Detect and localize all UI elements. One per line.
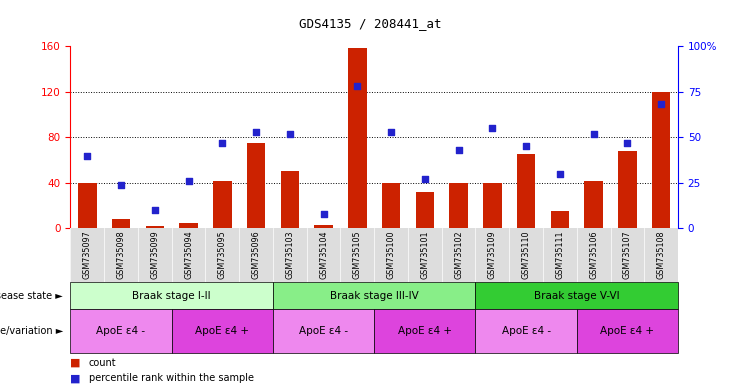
Bar [70, 282, 273, 309]
Bar [551, 211, 569, 228]
Point [82, 152, 93, 159]
Text: GSM735102: GSM735102 [454, 230, 463, 279]
Bar [172, 309, 273, 353]
Text: ApoE ε4 +: ApoE ε4 + [600, 326, 654, 336]
Text: GSM735106: GSM735106 [589, 230, 598, 279]
Point [588, 131, 599, 137]
Text: GSM735094: GSM735094 [184, 230, 193, 279]
Point [351, 83, 363, 89]
Bar [585, 180, 603, 228]
Point [622, 140, 634, 146]
Bar [416, 192, 434, 228]
Bar [213, 180, 232, 228]
Bar [78, 183, 96, 228]
Point [520, 143, 532, 149]
Bar [483, 183, 502, 228]
Point [655, 101, 667, 108]
Text: GSM735103: GSM735103 [285, 230, 294, 279]
Text: ApoE ε4 +: ApoE ε4 + [398, 326, 452, 336]
Text: GSM735101: GSM735101 [420, 230, 429, 279]
Bar [273, 309, 374, 353]
Bar [652, 92, 671, 228]
Point [385, 129, 397, 135]
Bar [112, 219, 130, 228]
Text: genotype/variation ►: genotype/variation ► [0, 326, 63, 336]
Text: Braak stage V-VI: Braak stage V-VI [534, 291, 619, 301]
Text: ApoE ε4 -: ApoE ε4 - [96, 326, 145, 336]
Text: GSM735098: GSM735098 [116, 230, 125, 279]
Bar [348, 48, 367, 228]
Bar [145, 226, 164, 228]
Bar [618, 151, 637, 228]
Bar [179, 223, 198, 228]
Text: ApoE ε4 -: ApoE ε4 - [299, 326, 348, 336]
Text: ■: ■ [70, 373, 81, 383]
Text: GSM735100: GSM735100 [387, 230, 396, 279]
Text: GSM735097: GSM735097 [83, 230, 92, 279]
Point [182, 178, 194, 184]
Text: count: count [89, 358, 116, 368]
Text: GSM735109: GSM735109 [488, 230, 497, 279]
Text: GSM735104: GSM735104 [319, 230, 328, 279]
Point [284, 131, 296, 137]
Text: GSM735110: GSM735110 [522, 230, 531, 279]
Text: Braak stage I-II: Braak stage I-II [133, 291, 211, 301]
Text: GSM735108: GSM735108 [657, 230, 665, 279]
Bar [476, 309, 576, 353]
Text: GSM735095: GSM735095 [218, 230, 227, 279]
Text: GSM735105: GSM735105 [353, 230, 362, 279]
Text: GSM735107: GSM735107 [623, 230, 632, 279]
Bar [374, 309, 476, 353]
Bar [281, 172, 299, 228]
Text: GSM735096: GSM735096 [251, 230, 261, 279]
Text: ApoE ε4 +: ApoE ε4 + [196, 326, 249, 336]
Bar [576, 309, 678, 353]
Point [453, 147, 465, 153]
Text: disease state ►: disease state ► [0, 291, 63, 301]
Bar [247, 143, 265, 228]
Text: GDS4135 / 208441_at: GDS4135 / 208441_at [299, 17, 442, 30]
Text: ApoE ε4 -: ApoE ε4 - [502, 326, 551, 336]
Text: ■: ■ [70, 358, 81, 368]
Bar [273, 282, 476, 309]
Text: Braak stage III-IV: Braak stage III-IV [330, 291, 419, 301]
Point [149, 207, 161, 214]
Bar [314, 225, 333, 228]
Bar [516, 154, 536, 228]
Point [250, 129, 262, 135]
Point [486, 125, 498, 131]
Point [216, 140, 228, 146]
Point [554, 170, 566, 177]
Point [318, 211, 330, 217]
Point [419, 176, 431, 182]
Bar [476, 282, 678, 309]
Text: GSM735099: GSM735099 [150, 230, 159, 279]
Bar [70, 309, 172, 353]
Text: percentile rank within the sample: percentile rank within the sample [89, 373, 254, 383]
Bar [449, 183, 468, 228]
Text: GSM735111: GSM735111 [555, 230, 565, 279]
Bar [382, 183, 400, 228]
Point [115, 182, 127, 188]
